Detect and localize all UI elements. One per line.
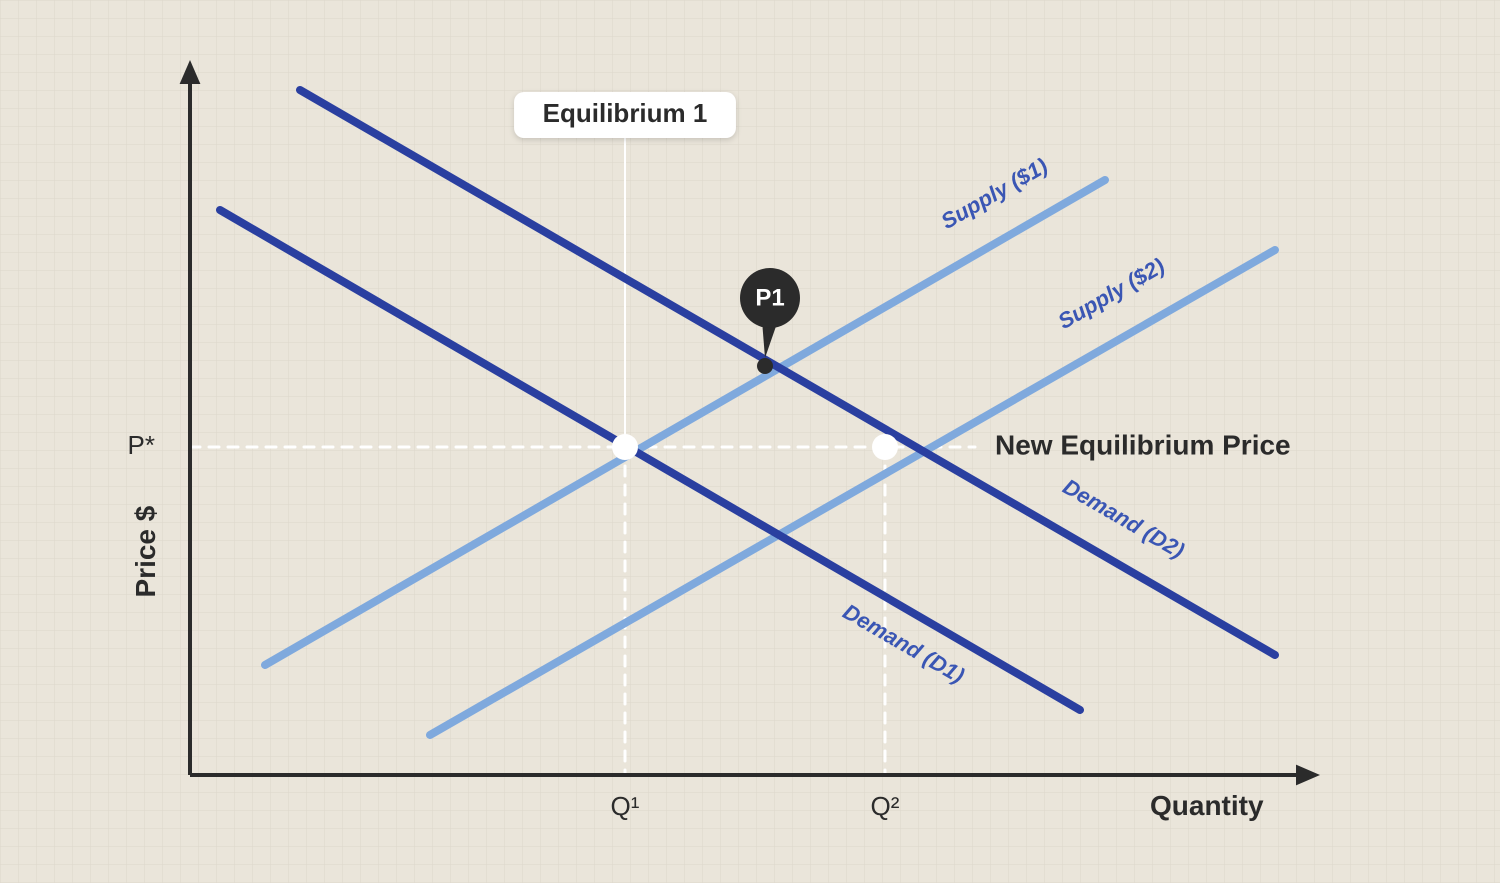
tick-q1: Q¹ (611, 791, 640, 821)
tick-q2: Q² (871, 791, 900, 821)
label-new-equilibrium-price: New Equilibrium Price (995, 429, 1291, 460)
y-axis-label: Price $ (130, 505, 161, 597)
tick-p-star: P* (128, 430, 155, 460)
x-axis-label: Quantity (1150, 790, 1264, 821)
svg-text:P1: P1 (755, 285, 784, 312)
point-p1 (757, 358, 773, 374)
supply-demand-chart: Supply ($1)Supply ($2)Demand (D1)Demand … (0, 0, 1500, 883)
point-eq1 (612, 434, 638, 460)
svg-text:Equilibrium 1: Equilibrium 1 (543, 98, 708, 128)
point-eq2 (872, 434, 898, 460)
callout-equilibrium-1: Equilibrium 1 (514, 92, 736, 138)
